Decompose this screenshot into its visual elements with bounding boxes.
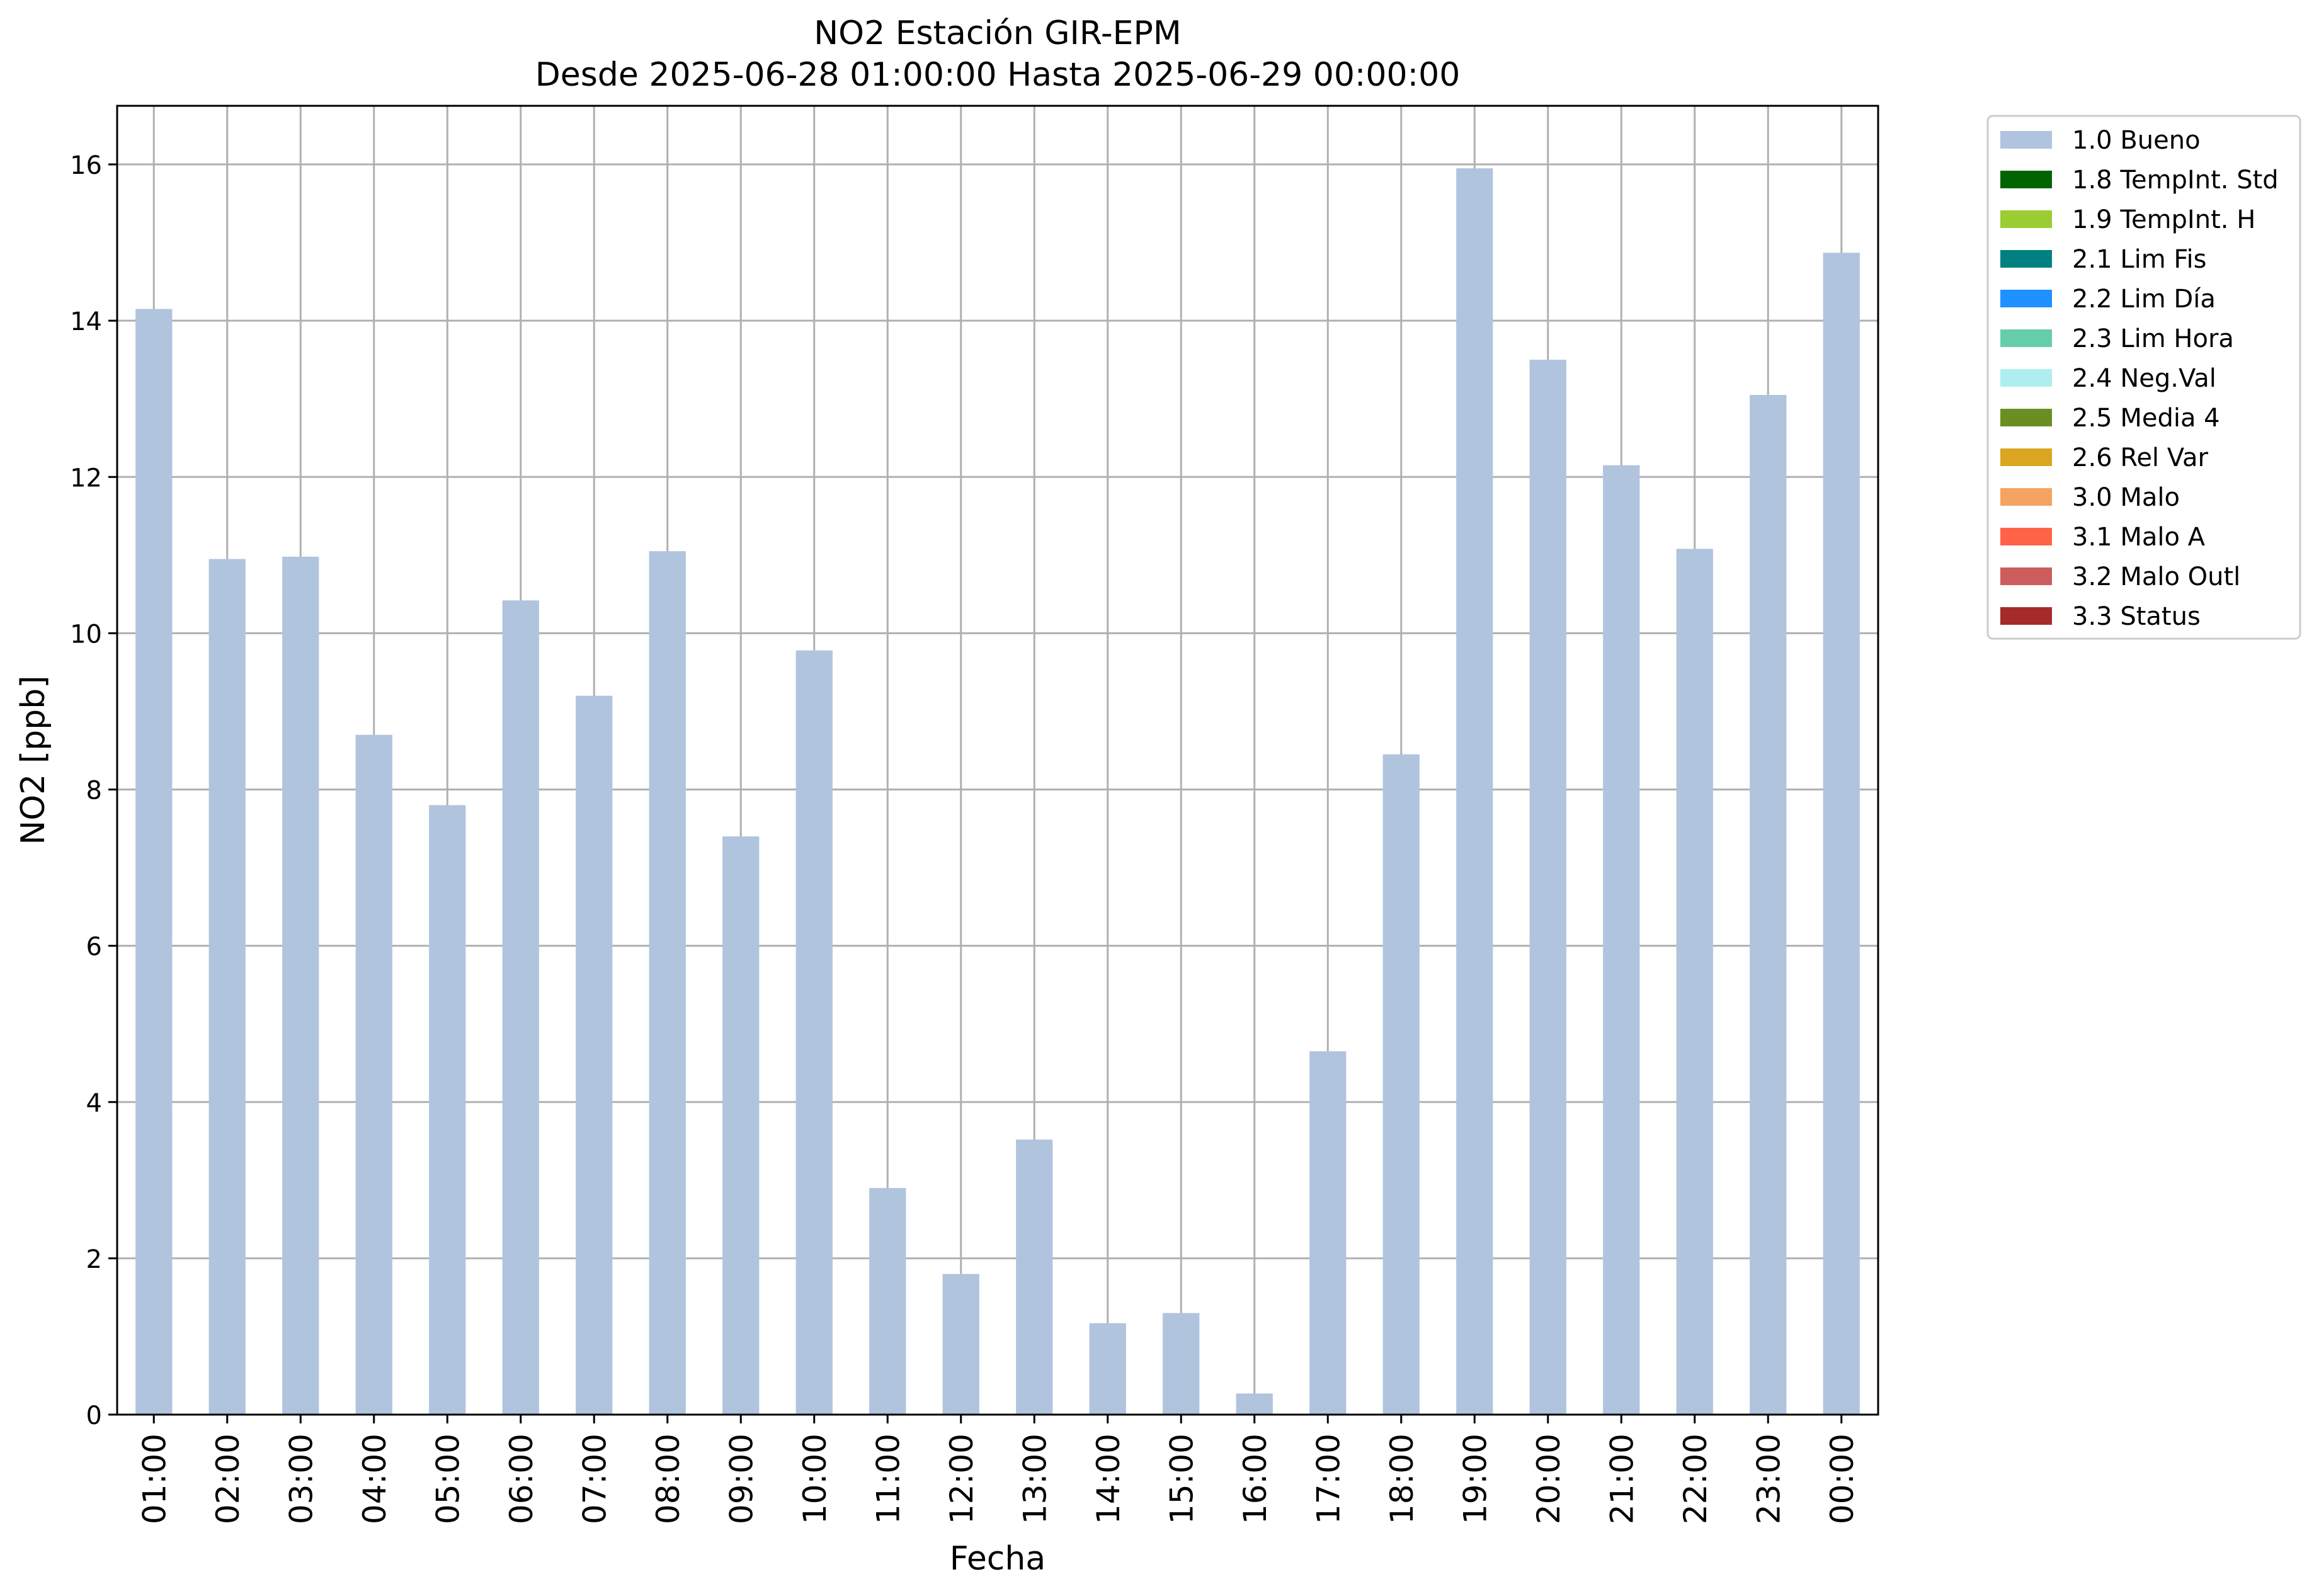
x-tick-label: 23:00 (1750, 1434, 1787, 1524)
bar (795, 650, 833, 1415)
bar (282, 556, 319, 1415)
x-tick-label: 11:00 (870, 1434, 906, 1524)
legend-label: 2.2 Lim Día (2072, 285, 2216, 314)
y-axis-ticks: 0 2 4 6 8 10 12 14 16 (70, 151, 117, 1430)
legend-label: 2.1 Lim Fis (2072, 245, 2206, 274)
x-tick-label: 18:00 (1384, 1434, 1420, 1524)
bar (869, 1188, 906, 1415)
x-tick-label: 01:00 (136, 1434, 173, 1524)
bar (135, 309, 173, 1415)
bar (1309, 1051, 1347, 1415)
x-gridlines (152, 106, 1843, 1415)
legend-swatch (2000, 488, 2052, 506)
legend-label: 3.1 Malo A (2072, 523, 2206, 552)
legend-swatch (2000, 369, 2052, 387)
legend-swatch (2000, 448, 2052, 466)
y-gridlines (117, 163, 1878, 1416)
x-tick-label: 22:00 (1677, 1434, 1714, 1524)
x-tick-label: 05:00 (430, 1434, 466, 1524)
y-axis-label: NO2 [ppb] (14, 675, 52, 845)
x-tick-label: 13:00 (1017, 1434, 1053, 1524)
x-tick-label: 00:00 (1824, 1434, 1860, 1524)
x-tick-label: 03:00 (283, 1434, 319, 1524)
bar (1089, 1323, 1126, 1415)
x-tick-label: 07:00 (576, 1434, 613, 1524)
legend-swatch (2000, 250, 2052, 268)
legend-label: 1.0 Bueno (2072, 126, 2201, 155)
x-axis-label: Fecha (950, 1540, 1046, 1578)
legend-swatch (2000, 567, 2052, 585)
legend-swatch (2000, 131, 2052, 149)
bar (1603, 465, 1640, 1415)
legend-label: 3.3 Status (2072, 602, 2201, 631)
bar (649, 551, 686, 1415)
plot-area-frame (116, 105, 1879, 1416)
y-tick-label: 8 (86, 777, 102, 806)
x-tick-label: 12:00 (943, 1434, 980, 1524)
x-axis-ticks: 01:00 02:00 03:00 04:00 05:00 06:00 07:00 08:00… (136, 1415, 1860, 1524)
bar (208, 559, 246, 1415)
y-tick-label: 0 (86, 1401, 102, 1430)
legend-label: 3.0 Malo (2072, 483, 2180, 512)
bar (1016, 1139, 1053, 1415)
bar (502, 600, 539, 1415)
legend: 1.0 Bueno 1.8 TempInt. Std 1.9 TempInt. H 2… (1986, 115, 2301, 640)
bar (722, 836, 760, 1415)
y-tick-label: 4 (86, 1089, 102, 1118)
x-tick-label: 08:00 (650, 1434, 687, 1524)
bar (429, 805, 466, 1415)
y-tick-label: 14 (70, 307, 102, 336)
x-tick-label: 21:00 (1604, 1434, 1640, 1524)
legend-label: 2.5 Media 4 (2072, 404, 2220, 433)
x-tick-label: 10:00 (797, 1434, 833, 1524)
x-tick-label: 20:00 (1530, 1434, 1567, 1524)
x-tick-label: 16:00 (1237, 1434, 1273, 1524)
legend-label: 1.8 TempInt. Std (2072, 166, 2279, 195)
legend-swatch (2000, 607, 2052, 625)
bar (1382, 754, 1420, 1415)
legend-label: 3.2 Malo Outl (2072, 562, 2240, 591)
y-tick-label: 6 (86, 933, 102, 962)
bar (1236, 1393, 1273, 1415)
x-tick-label: 09:00 (723, 1434, 760, 1524)
bar (1750, 395, 1787, 1415)
legend-swatch (2000, 171, 2052, 188)
bar (1163, 1313, 1200, 1415)
bars (135, 168, 1860, 1415)
legend-items: 1.0 Bueno 1.8 TempInt. Std 1.9 TempInt. H 2… (2000, 126, 2279, 631)
legend-swatch (2000, 290, 2052, 307)
legend-label: 2.6 Rel Var (2072, 443, 2209, 472)
x-tick-label: 04:00 (356, 1434, 393, 1524)
x-tick-label: 14:00 (1090, 1434, 1127, 1524)
legend-swatch (2000, 409, 2052, 426)
bar (1456, 168, 1493, 1415)
legend-label: 1.9 TempInt. H (2072, 205, 2255, 234)
bar (1823, 253, 1860, 1415)
x-tick-label: 06:00 (503, 1434, 540, 1524)
y-tick-label: 2 (86, 1245, 102, 1274)
y-tick-label: 12 (70, 464, 102, 493)
x-tick-label: 02:00 (210, 1434, 246, 1524)
x-tick-label: 17:00 (1310, 1434, 1347, 1524)
legend-swatch (2000, 329, 2052, 347)
legend-frame (1986, 115, 2301, 640)
y-tick-label: 10 (70, 620, 102, 649)
legend-swatch (2000, 528, 2052, 545)
legend-swatch (2000, 210, 2052, 228)
chart-title: NO2 Estación GIR-EPM (814, 14, 1181, 52)
bar (942, 1274, 979, 1415)
y-tick-label: 16 (70, 151, 102, 180)
bar (355, 734, 392, 1415)
bar (576, 695, 613, 1415)
legend-label: 2.4 Neg.Val (2072, 364, 2216, 393)
bar (1676, 549, 1713, 1415)
legend-label: 2.3 Lim Hora (2072, 324, 2234, 353)
chart-subtitle: Desde 2025-06-28 01:00:00 Hasta 2025-06-… (535, 56, 1461, 94)
bar (1529, 360, 1566, 1415)
x-tick-label: 19:00 (1457, 1434, 1493, 1524)
x-tick-label: 15:00 (1163, 1434, 1200, 1524)
